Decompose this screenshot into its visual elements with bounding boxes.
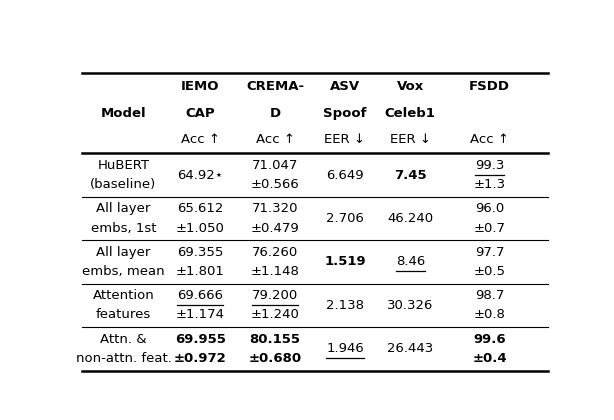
Text: Vox: Vox [397, 80, 424, 93]
Text: 46.240: 46.240 [387, 212, 433, 225]
Text: 8.46: 8.46 [395, 255, 425, 268]
Text: ASV: ASV [330, 80, 360, 93]
Text: 80.155: 80.155 [249, 333, 300, 346]
Text: Spoof: Spoof [323, 107, 367, 120]
Text: 6.649: 6.649 [326, 168, 364, 181]
Text: Acc ↑: Acc ↑ [255, 134, 295, 147]
Text: 30.326: 30.326 [387, 299, 433, 312]
Text: 98.7: 98.7 [475, 289, 504, 302]
Text: EER ↓: EER ↓ [390, 134, 431, 147]
Text: features: features [96, 308, 151, 321]
Text: D: D [270, 107, 281, 120]
Text: All layer: All layer [96, 246, 150, 259]
Text: 1.519: 1.519 [324, 255, 366, 268]
Text: 2.138: 2.138 [326, 299, 364, 312]
Text: 79.200: 79.200 [252, 289, 298, 302]
Text: CREMA-: CREMA- [246, 80, 304, 93]
Text: 64.92⋆: 64.92⋆ [177, 168, 223, 181]
Text: 69.355: 69.355 [177, 246, 223, 259]
Text: embs, mean: embs, mean [82, 265, 165, 278]
Text: ±0.566: ±0.566 [251, 178, 300, 191]
Text: embs, 1st: embs, 1st [91, 222, 156, 235]
Text: ±1.050: ±1.050 [176, 222, 225, 235]
Text: ±1.174: ±1.174 [176, 308, 225, 321]
Text: 65.612: 65.612 [177, 202, 223, 215]
Text: ±0.5: ±0.5 [473, 265, 505, 278]
Text: 99.3: 99.3 [475, 159, 504, 172]
Text: ±1.148: ±1.148 [251, 265, 300, 278]
Text: ±0.972: ±0.972 [174, 352, 227, 365]
Text: Attn. &: Attn. & [100, 333, 147, 346]
Text: Attention: Attention [93, 289, 154, 302]
Text: 1.946: 1.946 [326, 342, 364, 355]
Text: ±1.3: ±1.3 [473, 178, 505, 191]
Text: HuBERT: HuBERT [98, 159, 149, 172]
Text: non-attn. feat.: non-attn. feat. [76, 352, 171, 365]
Text: EER ↓: EER ↓ [324, 134, 365, 147]
Text: 97.7: 97.7 [475, 246, 504, 259]
Text: 26.443: 26.443 [387, 342, 433, 355]
Text: 71.320: 71.320 [252, 202, 298, 215]
Text: ±0.7: ±0.7 [473, 222, 505, 235]
Text: IEMO: IEMO [181, 80, 220, 93]
Text: CAP: CAP [185, 107, 216, 120]
Text: Celeb1: Celeb1 [385, 107, 436, 120]
Text: ±1.240: ±1.240 [251, 308, 300, 321]
Text: 2.706: 2.706 [326, 212, 364, 225]
Text: ±0.680: ±0.680 [249, 352, 301, 365]
Text: ±0.4: ±0.4 [472, 352, 507, 365]
Text: ±0.479: ±0.479 [251, 222, 300, 235]
Text: All layer: All layer [96, 202, 150, 215]
Text: Acc ↑: Acc ↑ [470, 134, 509, 147]
Text: Model: Model [101, 107, 146, 120]
Text: ±0.8: ±0.8 [473, 308, 505, 321]
Text: Acc ↑: Acc ↑ [181, 134, 220, 147]
Text: ±1.801: ±1.801 [176, 265, 225, 278]
Text: (baseline): (baseline) [90, 178, 157, 191]
Text: 96.0: 96.0 [475, 202, 504, 215]
Text: 7.45: 7.45 [394, 168, 427, 181]
Text: 69.666: 69.666 [177, 289, 223, 302]
Text: 69.955: 69.955 [175, 333, 226, 346]
Text: 76.260: 76.260 [252, 246, 298, 259]
Text: 71.047: 71.047 [252, 159, 298, 172]
Text: FSDD: FSDD [469, 80, 510, 93]
Text: 99.6: 99.6 [473, 333, 506, 346]
